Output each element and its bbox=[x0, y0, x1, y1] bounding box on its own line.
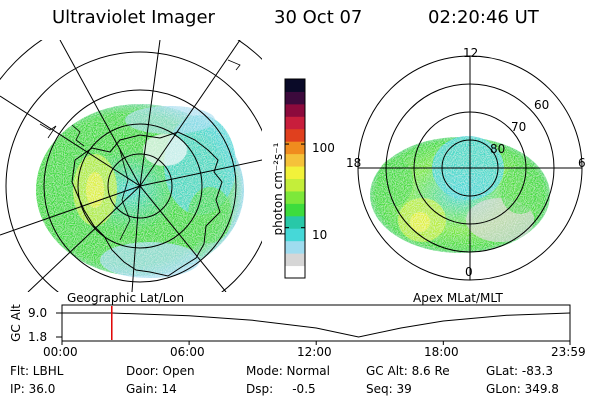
mlt-label-0: 0 bbox=[465, 265, 473, 279]
geographic-map bbox=[0, 40, 262, 292]
colorbar-segment bbox=[285, 215, 305, 229]
colorbar-segment bbox=[285, 228, 305, 242]
timeline-ytick-low: 1.8 bbox=[28, 330, 48, 344]
colorbar-segment bbox=[285, 128, 305, 142]
colorbar-segment bbox=[285, 253, 305, 267]
colorbar-tick-100: 100 bbox=[312, 141, 335, 155]
timeline-ytick-high: 9.0 bbox=[28, 306, 48, 320]
mlat-label-60: 60 bbox=[534, 98, 550, 112]
colorbar-segment bbox=[285, 79, 305, 92]
colorbar-segment bbox=[285, 141, 305, 155]
colorbar-tick-10: 10 bbox=[312, 228, 328, 242]
timeline-xtick-2359: 23:59 bbox=[551, 345, 586, 359]
info-door: Door: Open bbox=[126, 364, 195, 378]
colorbar-segment bbox=[285, 190, 305, 204]
info-mode: Mode: Normal bbox=[246, 364, 330, 378]
latitude-circles bbox=[0, 40, 262, 292]
colorbar-segment bbox=[285, 265, 305, 279]
date-label: 30 Oct 07 bbox=[274, 7, 363, 28]
colorbar-unit-label: photon cm⁻²s⁻¹ bbox=[271, 142, 285, 236]
colorbar-segment bbox=[285, 116, 305, 130]
mlat-label-70: 70 bbox=[511, 120, 527, 134]
magnetic-map bbox=[357, 55, 583, 281]
colorbar bbox=[284, 78, 306, 279]
timeline-xtick-1200: 12:00 bbox=[297, 345, 332, 359]
timeline-ylabel: GC Alt bbox=[9, 304, 23, 342]
app-title: Ultraviolet Imager bbox=[52, 7, 215, 28]
timeline-frame bbox=[61, 304, 571, 342]
left-map-caption: Geographic Lat/Lon bbox=[67, 291, 185, 305]
colorbar-segment bbox=[285, 103, 305, 117]
info-dsp: Dsp: -0.5 bbox=[246, 382, 316, 396]
info-ip: IP: 36.0 bbox=[10, 382, 56, 396]
colorbar-segment bbox=[285, 178, 305, 192]
timeline-xtick-0000: 00:00 bbox=[43, 345, 78, 359]
info-gain: Gain: 14 bbox=[126, 382, 177, 396]
right-map-caption: Apex MLat/MLT bbox=[413, 291, 503, 305]
antarctica-coastline bbox=[71, 131, 223, 277]
info-seq: Seq: 39 bbox=[366, 382, 412, 396]
mlt-label-12: 12 bbox=[463, 46, 479, 60]
time-label: 02:20:46 UT bbox=[428, 7, 539, 28]
timeline-xtick-0600: 06:00 bbox=[170, 345, 205, 359]
longitude-lines bbox=[0, 40, 262, 292]
timeline-plot bbox=[56, 304, 571, 345]
mlt-label-6: 6 bbox=[578, 156, 586, 170]
colorbar-segment bbox=[285, 91, 305, 105]
info-glon: GLon: 349.8 bbox=[486, 382, 559, 396]
altitude-curve bbox=[62, 312, 571, 338]
info-filter: Flt: LBHL bbox=[10, 364, 64, 378]
colorbar-segment bbox=[285, 240, 305, 254]
timeline-xtick-1800: 18:00 bbox=[424, 345, 459, 359]
info-gc-alt: GC Alt: 8.6 Re bbox=[366, 364, 450, 378]
mlt-label-18: 18 bbox=[346, 156, 362, 170]
colorbar-segment bbox=[285, 153, 305, 167]
right-aurora-image bbox=[370, 136, 550, 253]
colorbar-segment bbox=[285, 166, 305, 179]
info-glat: GLat: -83.3 bbox=[486, 364, 553, 378]
colorbar-segment bbox=[285, 203, 305, 217]
mlat-label-80: 80 bbox=[490, 142, 506, 156]
